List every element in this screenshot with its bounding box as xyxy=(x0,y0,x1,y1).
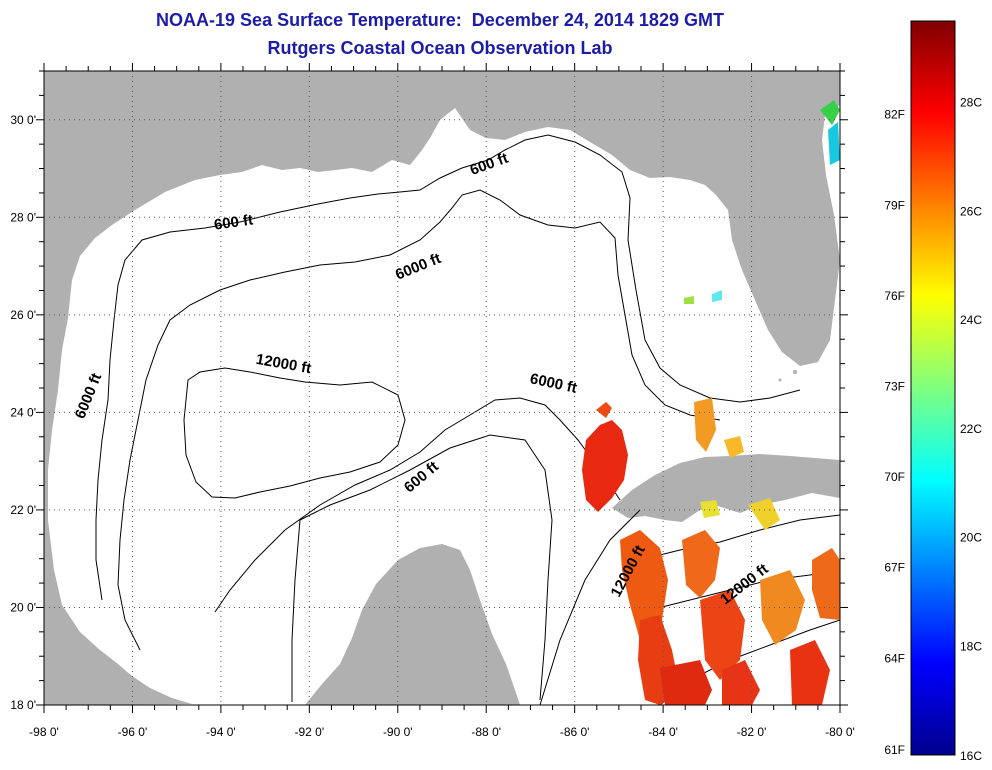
lon-tick-label: -96 0' xyxy=(118,725,148,739)
lon-tick-label: -94 0' xyxy=(206,725,236,739)
lat-tick-label: 26 0' xyxy=(10,308,36,322)
contour-600ft xyxy=(95,134,801,601)
lat-tick-label: 22 0' xyxy=(10,503,36,517)
north-america-land xyxy=(44,71,840,705)
contour-600ft-yucatan xyxy=(291,434,553,702)
lon-tick-label: -80 0' xyxy=(825,725,855,739)
latitude-labels: 18 0' 20 0' 22 0' 24 0' 26 0' 28 0' 30 0' xyxy=(10,113,36,712)
colorbar-celsius-label: 24C xyxy=(960,313,982,327)
contour-6000ft-south xyxy=(214,397,621,613)
lat-tick-label: 30 0' xyxy=(10,113,36,127)
lon-tick-label: -84 0' xyxy=(648,725,678,739)
colorbar-fahrenheit-label: 79F xyxy=(884,198,905,212)
colorbar-fahrenheit-label: 82F xyxy=(884,108,905,122)
contour-12000ft xyxy=(183,367,406,499)
lon-tick-label: -92 0' xyxy=(295,725,325,739)
contour-label: 600 ft xyxy=(213,211,254,233)
colorbar-fahrenheit-label: 64F xyxy=(884,651,905,665)
colorbar-celsius-label: 18C xyxy=(960,639,982,653)
colorbar xyxy=(910,20,956,756)
colorbar-fahrenheit-label: 76F xyxy=(884,289,905,303)
map-subtitle: Rutgers Coastal Ocean Observation Lab xyxy=(267,38,613,58)
map-title: NOAA-19 Sea Surface Temperature: Decembe… xyxy=(156,10,724,30)
cuba-land xyxy=(612,454,840,522)
colorbar-celsius-label: 16C xyxy=(960,749,982,763)
contour-6000ft xyxy=(117,189,721,651)
colorbar-fahrenheit-label: 70F xyxy=(884,470,905,484)
lon-tick-label: -90 0' xyxy=(383,725,413,739)
colorbar-fahrenheit-label: 73F xyxy=(884,379,905,393)
colorbar-celsius-labels: 16C 18C 20C 22C 24C 26C 28C xyxy=(960,96,982,763)
lon-tick-label: -82 0' xyxy=(737,725,767,739)
colorbar-fahrenheit-label: 67F xyxy=(884,561,905,575)
colorbar-fahrenheit-label: 61F xyxy=(884,743,905,757)
lat-tick-label: 24 0' xyxy=(10,405,36,419)
lon-tick-label: -98 0' xyxy=(29,725,59,739)
colorbar-celsius-label: 26C xyxy=(960,204,982,218)
florida-keys xyxy=(793,370,797,374)
colorbar-celsius-label: 28C xyxy=(960,96,982,110)
longitude-labels: -98 0' -96 0' -94 0' -92 0' -90 0' -88 0' -86 … xyxy=(29,725,855,739)
contour-caribbean-3 xyxy=(639,514,840,561)
lon-tick-label: -88 0' xyxy=(471,725,501,739)
graticule xyxy=(36,63,848,713)
lon-tick-label: -86 0' xyxy=(560,725,590,739)
florida-keys xyxy=(778,378,782,382)
lat-tick-label: 28 0' xyxy=(10,210,36,224)
colorbar-celsius-label: 22C xyxy=(960,422,982,436)
colorbar-celsius-label: 20C xyxy=(960,531,982,545)
sst-data-patches xyxy=(582,100,840,705)
lat-tick-label: 18 0' xyxy=(10,698,36,712)
colorbar-fahrenheit-labels: 61F 64F 67F 70F 73F 76F 79F 82F xyxy=(884,108,905,757)
lat-tick-label: 20 0' xyxy=(10,600,36,614)
contour-12000ft-caribbean xyxy=(539,509,641,705)
yucatan-land xyxy=(305,544,520,705)
